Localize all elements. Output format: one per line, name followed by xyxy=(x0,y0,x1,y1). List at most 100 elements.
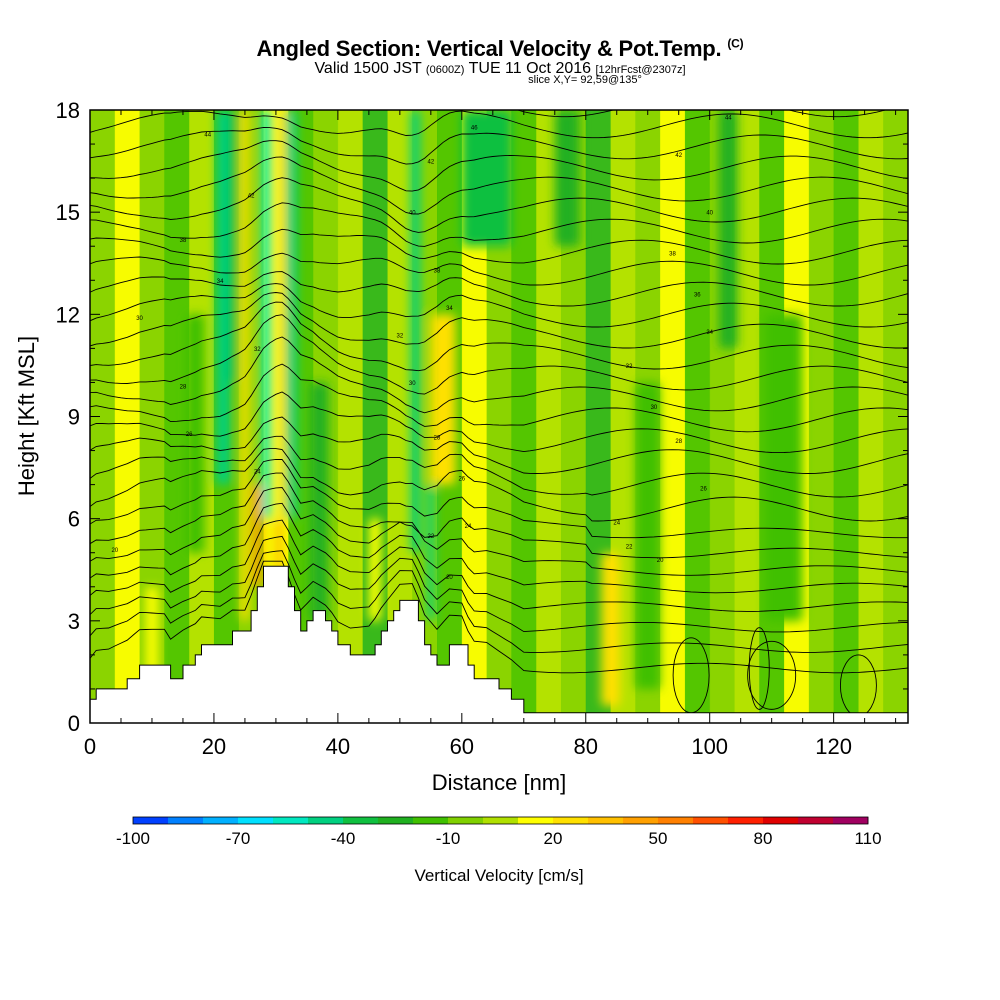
velocity-cell xyxy=(635,382,661,689)
contour-label: 34 xyxy=(706,330,713,336)
velocity-cell xyxy=(765,314,803,621)
colorbar-swatch xyxy=(798,817,834,824)
velocity-cell xyxy=(252,484,262,587)
isentrope-line xyxy=(90,314,908,395)
colorbar-swatch xyxy=(658,817,694,824)
contour-label: 30 xyxy=(136,316,143,322)
contour-label: 34 xyxy=(446,306,453,312)
contour-label: 20 xyxy=(111,548,118,554)
colorbar-frame xyxy=(132,816,869,825)
velocity-cell xyxy=(228,110,237,383)
velocity-cell xyxy=(285,110,297,519)
colorbar-swatch xyxy=(238,817,274,824)
contour-label: 46 xyxy=(471,126,478,132)
x-tick-label: 0 xyxy=(84,734,96,759)
colorbar-swatch xyxy=(763,817,799,824)
colorbar-tick-label: 110 xyxy=(854,829,881,848)
isentrope-line xyxy=(90,292,908,349)
colorbar-tick-label: -10 xyxy=(436,829,461,848)
x-tick-label: 120 xyxy=(815,734,852,759)
colorbar-tick-label: -100 xyxy=(116,829,150,848)
x-tick-label: 20 xyxy=(202,734,226,759)
isentrope-line xyxy=(90,110,908,139)
chart-subtitle: Valid 1500 JST (0600Z) TUE 11 Oct 2016 [… xyxy=(0,60,1000,78)
contour-label: 38 xyxy=(669,252,676,258)
velocity-cell xyxy=(427,484,435,621)
isentrope-line xyxy=(90,140,908,192)
contour-label: 28 xyxy=(675,439,682,445)
colorbar-swatch xyxy=(168,817,204,824)
isentrope-line xyxy=(90,535,908,633)
velocity-cell xyxy=(261,110,272,519)
velocity-cell xyxy=(601,552,620,706)
contour-label: 42 xyxy=(427,160,434,166)
plot-area: 44 42 38 34 30 32 28 26 24 20 46 42 40 38 34 32 30 28 26 24… xyxy=(90,110,908,723)
colorbar-tick-label: 80 xyxy=(754,829,773,848)
isentrope-line xyxy=(90,126,908,165)
velocity-band xyxy=(684,110,711,723)
isentrope-line xyxy=(90,363,908,433)
contour-label: 26 xyxy=(458,476,465,482)
subtitle-utc: (0600Z) xyxy=(425,64,465,76)
velocity-cell xyxy=(718,110,738,349)
contour-label: 20 xyxy=(446,575,453,581)
isentrope-line xyxy=(90,301,908,372)
velocity-cell xyxy=(309,382,329,621)
contour-label: 28 xyxy=(180,384,187,390)
colorbar-swatch xyxy=(378,817,414,824)
closed-contour xyxy=(747,640,797,710)
y-tick-label: 12 xyxy=(56,302,80,327)
velocity-cell xyxy=(275,518,283,570)
x-tick-label: 100 xyxy=(691,734,728,759)
y-tick-label: 18 xyxy=(56,98,80,123)
x-tick-label: 60 xyxy=(450,734,474,759)
isentrope-line xyxy=(90,502,908,594)
terrain xyxy=(90,565,908,723)
subtitle-date: TUE 11 Oct 2016 xyxy=(468,60,592,77)
colorbar-tick-label: 20 xyxy=(544,829,563,848)
contour-label: 30 xyxy=(651,405,658,411)
x-axis: 0 20 40 60 80 100 120 xyxy=(84,110,897,759)
velocity-cell xyxy=(240,110,249,621)
colorbar-swatch xyxy=(483,817,519,824)
colorbar: -100 -70 -40 -10 20 50 80 110 xyxy=(116,816,882,848)
contour-label: 20 xyxy=(657,558,664,564)
isentrope-line xyxy=(90,252,908,286)
slice-label: slice X,Y= 92,59@135° xyxy=(528,74,642,86)
colorbar-swatch xyxy=(273,817,309,824)
contour-label: 40 xyxy=(409,211,416,217)
contour-label: 36 xyxy=(694,292,701,298)
x-tick-label: 40 xyxy=(326,734,350,759)
velocity-band xyxy=(858,110,884,723)
velocity-cell xyxy=(145,586,159,689)
colorbar-swatch xyxy=(728,817,764,824)
isentrope-line xyxy=(90,202,908,247)
contour-label: 32 xyxy=(626,364,633,370)
y-tick-label: 3 xyxy=(68,609,80,634)
contour-label: 28 xyxy=(434,435,441,441)
colorbar-swatch xyxy=(588,817,624,824)
y-tick-label: 6 xyxy=(68,507,80,532)
y-tick-label: 0 xyxy=(68,711,80,736)
contour-label: 38 xyxy=(434,269,441,275)
velocity-cell xyxy=(410,110,420,553)
colorbar-swatch xyxy=(623,817,659,824)
velocity-band xyxy=(511,110,537,723)
contour-labels: 44 42 38 34 30 32 28 26 24 20 46 42 40 38 34 32 30 28 26 24… xyxy=(111,115,732,581)
title-block: Angled Section: Vertical Velocity & Pot.… xyxy=(0,36,1000,86)
isentrope-line xyxy=(90,391,908,454)
colorbar-swatch xyxy=(308,817,344,824)
contour-label: 40 xyxy=(706,211,713,217)
colorbar-swatch xyxy=(133,817,169,824)
isentrope-line xyxy=(90,416,908,474)
isentrope-line xyxy=(90,458,908,539)
closed-contour xyxy=(748,627,770,710)
isentrope-line xyxy=(90,156,908,215)
velocity-features xyxy=(145,110,803,706)
contour-label: 30 xyxy=(409,381,416,387)
y-axis-label: Height [Kft MSL] xyxy=(14,336,39,496)
velocity-band xyxy=(660,110,686,723)
contour-label: 42 xyxy=(675,153,682,159)
